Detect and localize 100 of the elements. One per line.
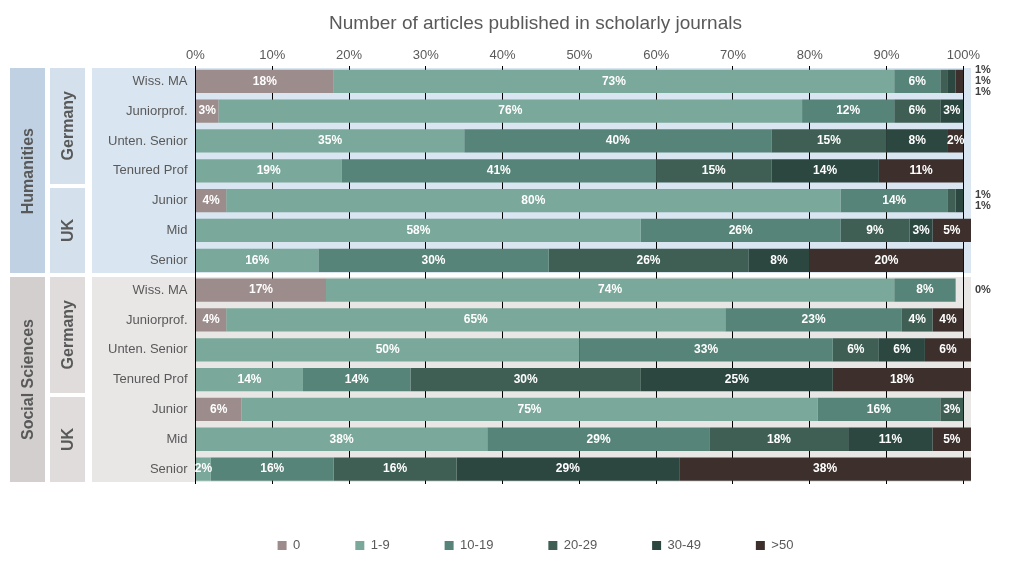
data-label: 26% [728,222,753,237]
bar [840,218,910,243]
data-label: 18% [767,431,792,446]
bar [894,278,956,302]
data-label: 23% [801,312,826,327]
bar [832,367,971,392]
text: Social Sciences [18,319,37,441]
bar [809,248,964,272]
bar [318,248,549,272]
data-label: 58% [406,222,431,237]
data-label: 40% [605,133,631,148]
data-label: 5% [943,222,961,237]
bar [878,159,964,183]
bar [195,218,641,243]
bar [195,159,342,183]
bar [195,338,580,362]
data-label: 18% [252,73,278,88]
y-tick-label: Juniorprof. [126,102,188,118]
x-tick-label: 0% [186,47,206,63]
data-label: 6% [908,73,927,88]
data-label: 11% [878,431,903,446]
data-label: 16% [866,401,892,416]
bar [341,159,657,183]
bar [840,189,948,213]
bar [725,308,902,332]
x-tick-label: 50% [566,47,593,63]
data-label: 8% [770,252,789,267]
x-tick-label: 60% [643,47,670,63]
data-label: 1% [975,188,992,201]
legend-label: 30-49 [667,537,701,553]
bar [748,248,810,272]
data-label: 1% [975,63,992,76]
x-tick-label: 90% [873,47,900,63]
bar [947,189,956,213]
data-label: 14% [237,371,262,386]
y-tick-label: Junior [152,401,189,417]
bar [241,397,818,422]
data-label: 35% [318,133,343,148]
data-label: 8% [908,133,927,148]
bar [848,427,933,451]
bar [195,69,334,93]
y-tick-label: Tenured Prof [113,162,188,178]
data-label: 6% [939,342,957,357]
text: UK [58,427,77,451]
data-label: 16% [383,461,408,476]
data-label: 16% [260,461,285,476]
data-label: 41% [486,163,512,178]
data-label: 8% [916,282,934,297]
bar [709,427,849,451]
data-label: 74% [598,282,623,297]
bar [456,457,680,481]
data-label: 6% [893,342,911,357]
bar [802,99,895,123]
x-tick-label: 80% [796,47,824,63]
bar [195,129,465,153]
bar [195,367,303,392]
text: Germany [58,91,77,161]
data-label: 14% [813,163,838,178]
bar [940,69,948,93]
bar [226,308,726,332]
bar [656,159,772,183]
y-tick-label: Unten. Senior [107,341,189,357]
data-label: 6% [847,342,865,357]
data-label: 3% [912,222,931,237]
data-label: 12% [836,103,861,118]
legend-label: 20-29 [563,537,598,553]
data-label: 65% [463,312,489,327]
x-tick-label: 20% [336,47,363,63]
x-tick-label: 70% [719,47,747,63]
data-label: 30% [421,252,446,267]
bar [955,69,964,93]
bar [302,367,411,392]
data-label: 4% [202,312,221,327]
legend-label: 1-9 [370,537,390,553]
bar [771,129,887,153]
data-label: 1% [975,74,992,87]
bar [947,69,956,93]
legend-label: 0 [293,537,301,553]
bar [410,367,641,392]
bar [218,99,803,123]
data-label: 3% [943,401,961,416]
x-tick-label: 30% [412,47,440,63]
text: Humanities [18,127,37,214]
data-label: 0% [975,283,992,296]
y-tick-label: Unten. Senior [107,132,189,148]
data-label: 14% [344,371,370,386]
data-label: 73% [601,73,627,88]
legend-label: >50 [771,537,794,553]
data-label: 1% [975,199,992,212]
data-label: 26% [636,252,661,267]
data-label: 14% [882,192,907,207]
y-tick-label: Mid [166,430,188,446]
y-tick-label: Wiss. MA [132,72,188,88]
data-label: 3% [198,103,217,118]
data-label: 80% [521,192,546,207]
bar [226,189,841,213]
data-label: 16% [245,252,270,267]
data-label: 1% [975,85,992,98]
y-tick-label: Senior [149,251,189,267]
data-label: 17% [248,282,274,297]
